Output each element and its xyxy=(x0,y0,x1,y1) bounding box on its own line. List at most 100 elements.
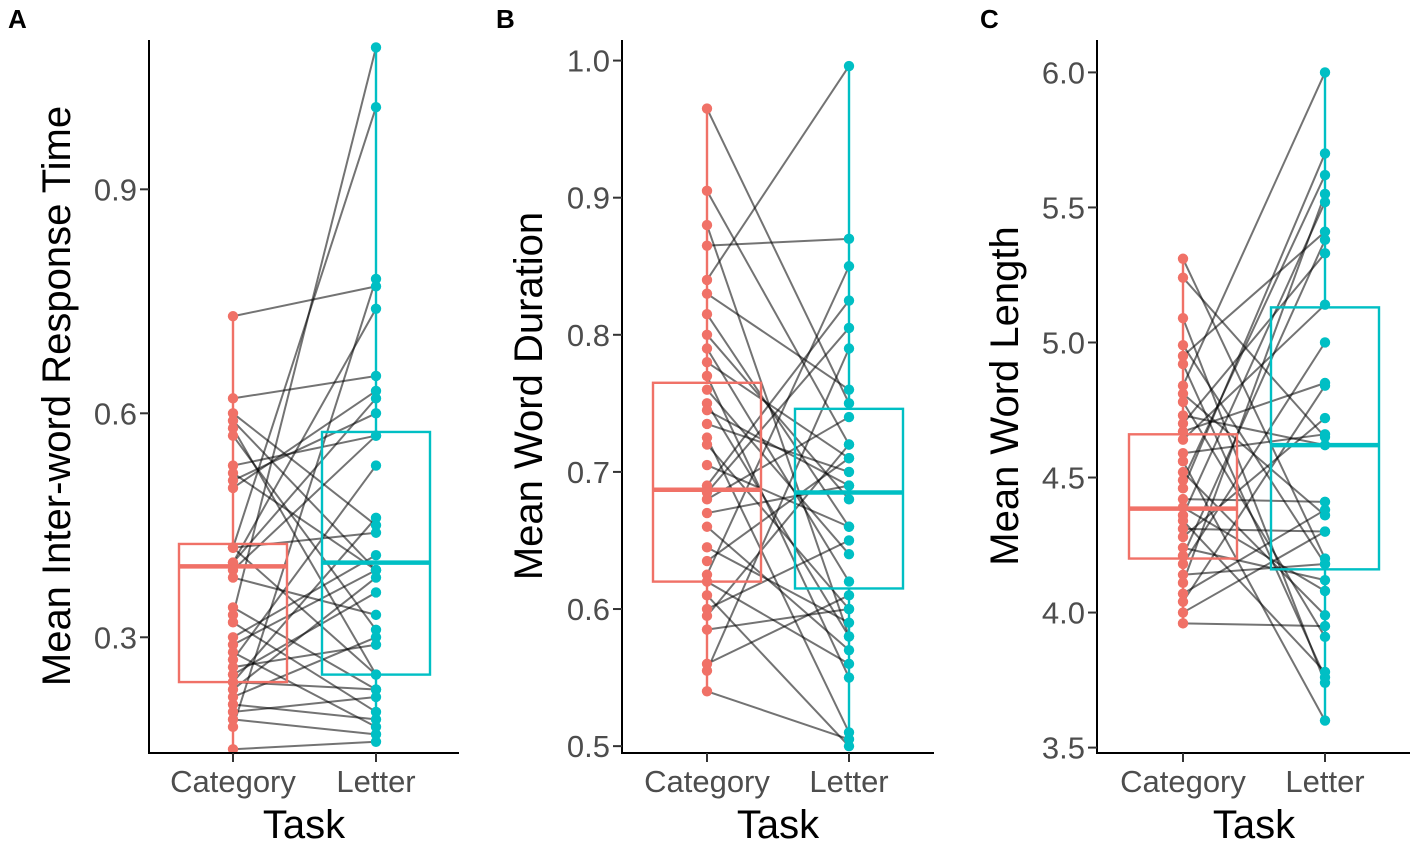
point-letter xyxy=(843,603,855,615)
point-letter xyxy=(370,408,382,419)
point-category xyxy=(1177,577,1189,589)
point-category xyxy=(227,415,239,426)
pair-line xyxy=(706,237,850,247)
point-letter xyxy=(370,303,382,314)
point-letter xyxy=(370,520,382,531)
pair-line xyxy=(706,224,850,637)
point-category xyxy=(701,555,713,567)
point-category xyxy=(1177,396,1189,408)
pair-line xyxy=(1182,303,1326,441)
pair-line xyxy=(1182,193,1326,584)
point-letter xyxy=(370,632,382,643)
point-letter xyxy=(843,384,855,395)
point-letter xyxy=(843,734,855,745)
point-letter xyxy=(843,576,855,587)
point-letter xyxy=(370,273,382,285)
pair-line xyxy=(1182,258,1326,559)
point-category xyxy=(1177,448,1189,459)
point-category xyxy=(701,219,713,231)
point-category xyxy=(701,665,713,676)
point-category xyxy=(227,639,239,650)
pair-line xyxy=(232,643,377,669)
pair-line xyxy=(232,278,377,728)
point-category xyxy=(227,460,239,471)
point-category xyxy=(1177,558,1189,570)
panel-c-x-tick-label-category: Category xyxy=(1120,764,1246,799)
point-letter xyxy=(843,494,855,505)
point-category xyxy=(227,542,239,553)
pair-line xyxy=(1182,530,1326,614)
panel-a-x-axis-title: Task xyxy=(263,803,346,847)
pair-line xyxy=(1182,239,1326,557)
point-category xyxy=(227,699,239,710)
panel-c-x-tick-label-letter: Letter xyxy=(1285,764,1364,799)
y-tick-label: 0.9 xyxy=(567,181,610,216)
point-category xyxy=(227,676,239,688)
pair-line xyxy=(1182,252,1326,425)
point-category xyxy=(701,384,713,395)
pair-line xyxy=(1182,174,1326,481)
point-letter xyxy=(370,370,382,382)
point-letter xyxy=(843,295,855,306)
point-letter xyxy=(370,624,382,636)
pair-line xyxy=(706,443,850,617)
point-category xyxy=(1177,380,1189,391)
pair-line xyxy=(706,402,850,637)
pair-line xyxy=(232,434,377,467)
panel-b-boxes xyxy=(651,66,905,743)
point-category xyxy=(227,684,239,695)
pair-line xyxy=(706,416,850,501)
point-letter xyxy=(1319,620,1331,632)
panel-a-x-tick-label-letter: Letter xyxy=(336,764,415,799)
point-category xyxy=(1177,350,1189,362)
point-letter xyxy=(370,736,382,748)
point-category xyxy=(227,706,239,718)
point-letter xyxy=(843,343,855,354)
pair-line xyxy=(706,594,850,747)
point-category xyxy=(1177,618,1189,629)
point-category xyxy=(227,632,239,643)
panel-b-x-axis-title: Task xyxy=(737,803,820,847)
point-letter xyxy=(1319,574,1331,586)
point-letter xyxy=(370,609,382,621)
panel-a-y-ticks: 0.3 0.6 0.9 xyxy=(94,172,149,655)
point-category xyxy=(701,343,713,354)
point-letter xyxy=(370,714,382,725)
pair-line xyxy=(232,464,377,661)
point-category xyxy=(227,691,239,703)
pair-line xyxy=(232,606,377,691)
panel-a: A 0.3 0.6 0.9 Category Letter Task Mean In… xyxy=(8,4,459,847)
panel-b: B 0.5 0.6 0.7 0.8 0.9 1.0 Category Letter Tas… xyxy=(496,4,934,847)
pair-line xyxy=(1182,520,1326,673)
point-category xyxy=(701,590,713,601)
point-letter xyxy=(1319,439,1331,451)
point-letter xyxy=(370,460,382,471)
pair-line xyxy=(1182,385,1326,603)
point-category xyxy=(227,654,239,665)
y-tick-label: 0.8 xyxy=(567,318,610,353)
pair-line xyxy=(706,422,850,473)
point-letter xyxy=(843,548,855,560)
y-tick-label: 0.6 xyxy=(94,396,137,431)
pair-line xyxy=(706,292,850,391)
point-category xyxy=(227,482,239,494)
point-letter xyxy=(1319,496,1331,508)
point-category xyxy=(227,408,239,419)
point-category xyxy=(227,572,239,583)
point-category xyxy=(1177,456,1189,467)
panel-c: C 3.5 4.0 4.5 5.0 5.5 6.0 Category Letter Tas… xyxy=(980,4,1410,847)
point-letter xyxy=(370,42,382,53)
pair-line xyxy=(1182,622,1326,628)
point-letter xyxy=(1319,558,1331,570)
panel-c-y-axis-title: Mean Word Length xyxy=(983,226,1027,565)
point-category xyxy=(701,418,713,430)
panel-a-points xyxy=(227,42,382,755)
pair-line xyxy=(706,580,850,665)
pair-line xyxy=(706,190,850,445)
point-category xyxy=(701,494,713,505)
panel-b-pair-lines xyxy=(706,65,850,747)
point-letter xyxy=(1319,337,1331,348)
point-category xyxy=(701,507,713,519)
point-letter xyxy=(843,398,855,409)
